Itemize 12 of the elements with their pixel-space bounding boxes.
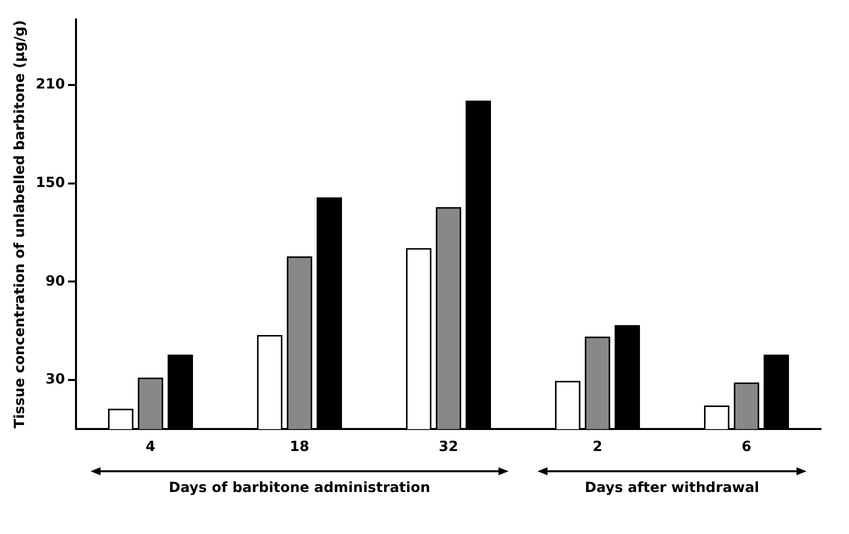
y-tick-label: 150	[36, 174, 66, 191]
x-tick-label: 6	[742, 439, 752, 456]
y-tick-label: 210	[36, 76, 66, 93]
x-tick-label: 2	[592, 439, 602, 456]
y-tick-label: 30	[46, 372, 66, 388]
y-tick-label: 90	[46, 273, 66, 290]
text: Days after withdrawal	[584, 480, 760, 496]
x-tick-label: 4	[146, 439, 156, 456]
y-axis-title: Tissue concentration of unlabelled barbitone (μg/g)	[12, 20, 28, 428]
text: Days of barbitone administration	[168, 480, 430, 496]
x-tick-label: 32	[438, 439, 458, 456]
x-tick-label: 18	[290, 439, 310, 456]
